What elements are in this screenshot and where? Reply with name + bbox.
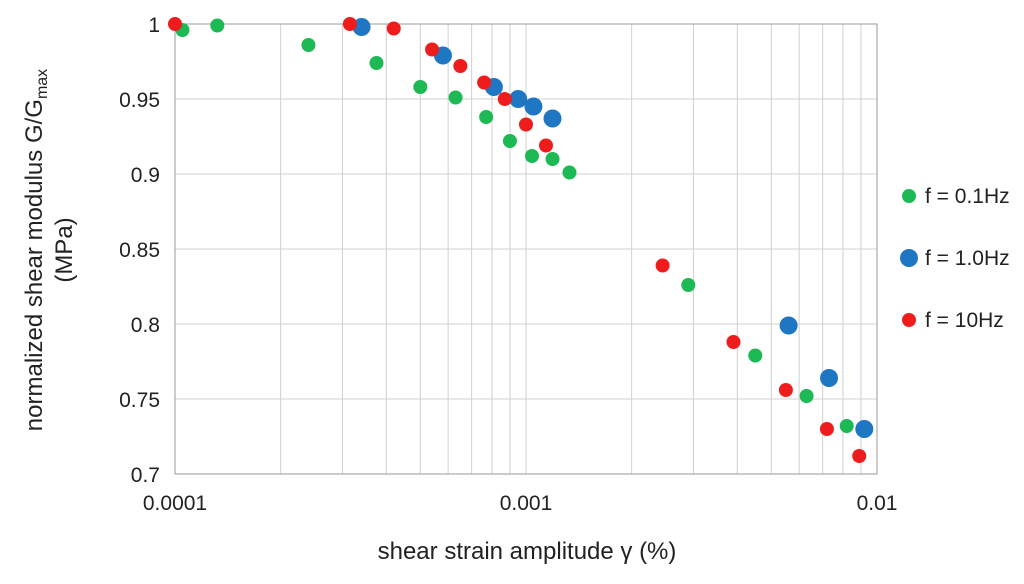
data-point — [655, 258, 670, 273]
x-tick-label: 0.01 — [857, 492, 898, 515]
data-point — [477, 75, 492, 90]
data-point — [779, 316, 798, 335]
y-axis-title-main: normalized shear modulus G/G — [21, 99, 48, 431]
legend: f = 0.1Hz f = 1.0Hz f = 10Hz — [900, 185, 1010, 332]
y-tick-label: 0.95 — [119, 89, 160, 112]
data-point — [778, 383, 793, 397]
data-point — [820, 369, 839, 387]
x-tick-label: 0.0001 — [143, 492, 207, 515]
data-point — [413, 80, 428, 94]
plot-border — [174, 23, 878, 475]
data-point — [562, 165, 577, 180]
data-point — [352, 18, 371, 36]
data-point — [386, 21, 401, 36]
legend-label: f = 0.1Hz — [925, 185, 1010, 208]
legend-label: f = 1.0Hz — [925, 247, 1010, 270]
data-point — [301, 38, 316, 52]
x-tick-label: 0.001 — [500, 492, 553, 515]
data-point — [839, 419, 854, 433]
y-tick-label: 0.9 — [131, 164, 160, 187]
y-axis-title-subscript: max — [34, 69, 51, 99]
y-tick-labels: 0.7 0.75 0.8 0.85 0.9 0.95 1 — [119, 14, 160, 487]
data-point — [852, 449, 867, 463]
data-point — [479, 110, 494, 124]
grid-lines — [174, 23, 877, 475]
data-point — [748, 348, 763, 363]
y-tick-label: 0.85 — [119, 239, 160, 262]
data-point — [855, 420, 874, 438]
legend-label: f = 10Hz — [925, 309, 1004, 332]
data-point — [799, 389, 814, 403]
data-point — [509, 90, 528, 108]
data-point — [819, 422, 834, 436]
data-point — [538, 138, 553, 153]
data-point — [502, 134, 517, 148]
data-point — [545, 152, 560, 166]
data-point — [543, 109, 562, 128]
x-tick-labels: 0.0001 0.001 0.01 — [143, 492, 898, 515]
data-point — [210, 18, 225, 33]
data-point — [681, 278, 696, 292]
x-axis-title: shear strain amplitude γ (%) — [378, 538, 677, 565]
data-points — [168, 17, 874, 463]
data-point — [168, 17, 182, 31]
y-axis-unit: (MPa) — [51, 217, 78, 282]
legend-marker — [902, 189, 916, 203]
data-point — [369, 56, 384, 70]
y-tick-label: 0.7 — [131, 464, 160, 487]
data-point — [342, 17, 357, 31]
legend-marker — [900, 249, 918, 267]
data-point — [519, 117, 533, 132]
data-point — [497, 92, 512, 106]
data-point — [448, 90, 463, 105]
y-tick-label: 0.75 — [119, 389, 160, 412]
y-tick-label: 1 — [148, 14, 160, 37]
data-point — [726, 335, 741, 349]
data-point — [453, 59, 468, 73]
data-point — [524, 149, 539, 163]
y-axis-title: normalized shear modulus G/Gmax — [21, 69, 51, 431]
y-tick-label: 0.8 — [131, 314, 160, 337]
data-point — [524, 97, 543, 116]
data-point — [425, 42, 440, 57]
legend-marker — [902, 313, 916, 327]
